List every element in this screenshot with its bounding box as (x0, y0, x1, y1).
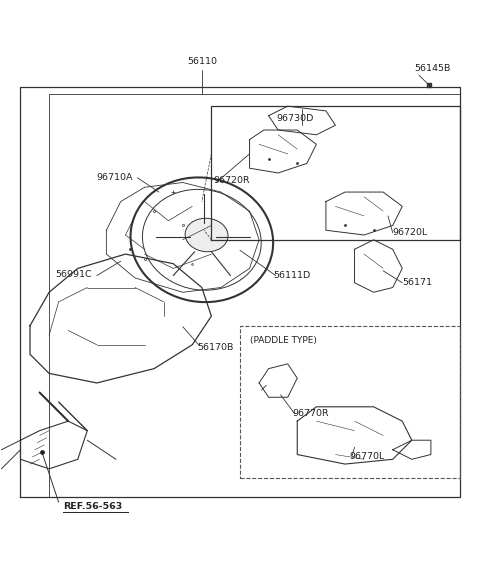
Text: 96770R: 96770R (292, 409, 329, 419)
Text: 56111D: 56111D (274, 271, 311, 280)
Ellipse shape (185, 218, 228, 252)
Text: 56991C: 56991C (55, 270, 92, 279)
Text: 96710A: 96710A (96, 173, 132, 182)
Text: REF.56-563: REF.56-563 (63, 501, 123, 511)
Text: 96720R: 96720R (214, 175, 251, 185)
Text: 56110: 56110 (187, 56, 217, 66)
Text: 56145B: 56145B (414, 64, 451, 73)
Text: 96730D: 96730D (276, 114, 313, 123)
Text: (PADDLE TYPE): (PADDLE TYPE) (250, 336, 316, 345)
Text: 96770L: 96770L (350, 453, 385, 461)
Text: 96720L: 96720L (393, 228, 428, 237)
Text: 56171: 56171 (402, 278, 432, 288)
Text: 56170B: 56170B (197, 343, 233, 352)
